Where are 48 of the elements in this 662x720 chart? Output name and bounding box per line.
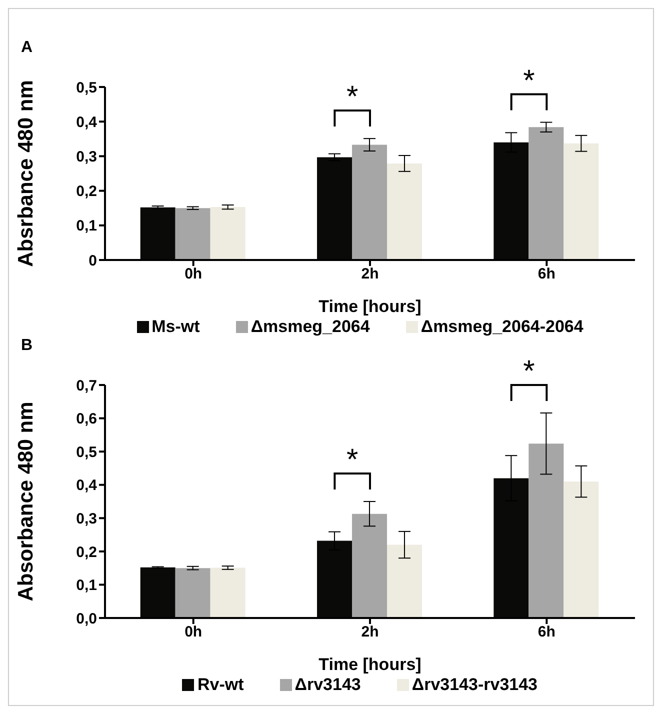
chart-title: A — [21, 39, 34, 57]
y-tick-label: 0,4 — [76, 114, 98, 131]
bar — [210, 568, 246, 618]
x-axis-title: Time [hours] — [318, 655, 422, 674]
legend-label: Δrv3143-rv3143 — [412, 675, 538, 695]
annotation: * — [346, 444, 358, 476]
y-tick-label: 0,2 — [76, 544, 97, 561]
y-tick-label: 0,0 — [76, 610, 97, 628]
annotation: * — [523, 64, 536, 98]
legend-label: Δmsmeg_2064-2064 — [420, 317, 584, 337]
y-axis-title: Absorbance 480 nm — [14, 402, 38, 602]
legend-label: Δmsmeg_2064 — [250, 317, 370, 337]
x-tick-label: 0h — [184, 266, 202, 283]
bar — [352, 144, 387, 260]
legend-label: Ms-wt — [152, 317, 200, 337]
x-tick-label: 2h — [361, 624, 379, 641]
bar — [175, 208, 210, 260]
y-tick-label: 0,5 — [76, 79, 97, 96]
x-tick-label: 6h — [538, 624, 556, 641]
y-tick-label: 0,5 — [76, 444, 97, 461]
x-tick-label: 2h — [361, 266, 379, 283]
y-tick-label: 0 — [88, 252, 97, 270]
x-tick-label: 0h — [184, 624, 202, 641]
y-tick-label: 0,3 — [76, 510, 97, 528]
bar — [387, 544, 422, 618]
annotation: * — [346, 80, 358, 114]
bar — [564, 482, 599, 618]
bar — [175, 568, 210, 618]
y-tick-label: 0,3 — [76, 148, 97, 166]
y-tick-label: 0,2 — [76, 183, 97, 200]
y-tick-label: 0,4 — [76, 477, 98, 494]
bar — [387, 163, 422, 260]
x-tick-label: 6h — [538, 266, 556, 283]
chart-title: B — [21, 337, 34, 355]
legend-label: Rv-wt — [197, 675, 244, 695]
legend-label: Δrv3143 — [294, 675, 361, 695]
bar — [352, 514, 387, 618]
annotation: * — [523, 354, 536, 388]
y-tick-label: 0,6 — [76, 410, 97, 428]
y-tick-label: 0,1 — [76, 218, 97, 235]
bar — [210, 207, 246, 260]
bar — [528, 444, 564, 618]
bar — [528, 127, 564, 260]
y-tick-label: 0,7 — [76, 377, 97, 394]
x-axis-title: Time [hours] — [318, 297, 422, 316]
y-axis-title: Absrbance 480 nm — [14, 80, 38, 267]
y-tick-label: 0,1 — [76, 577, 97, 594]
bar — [564, 143, 599, 260]
